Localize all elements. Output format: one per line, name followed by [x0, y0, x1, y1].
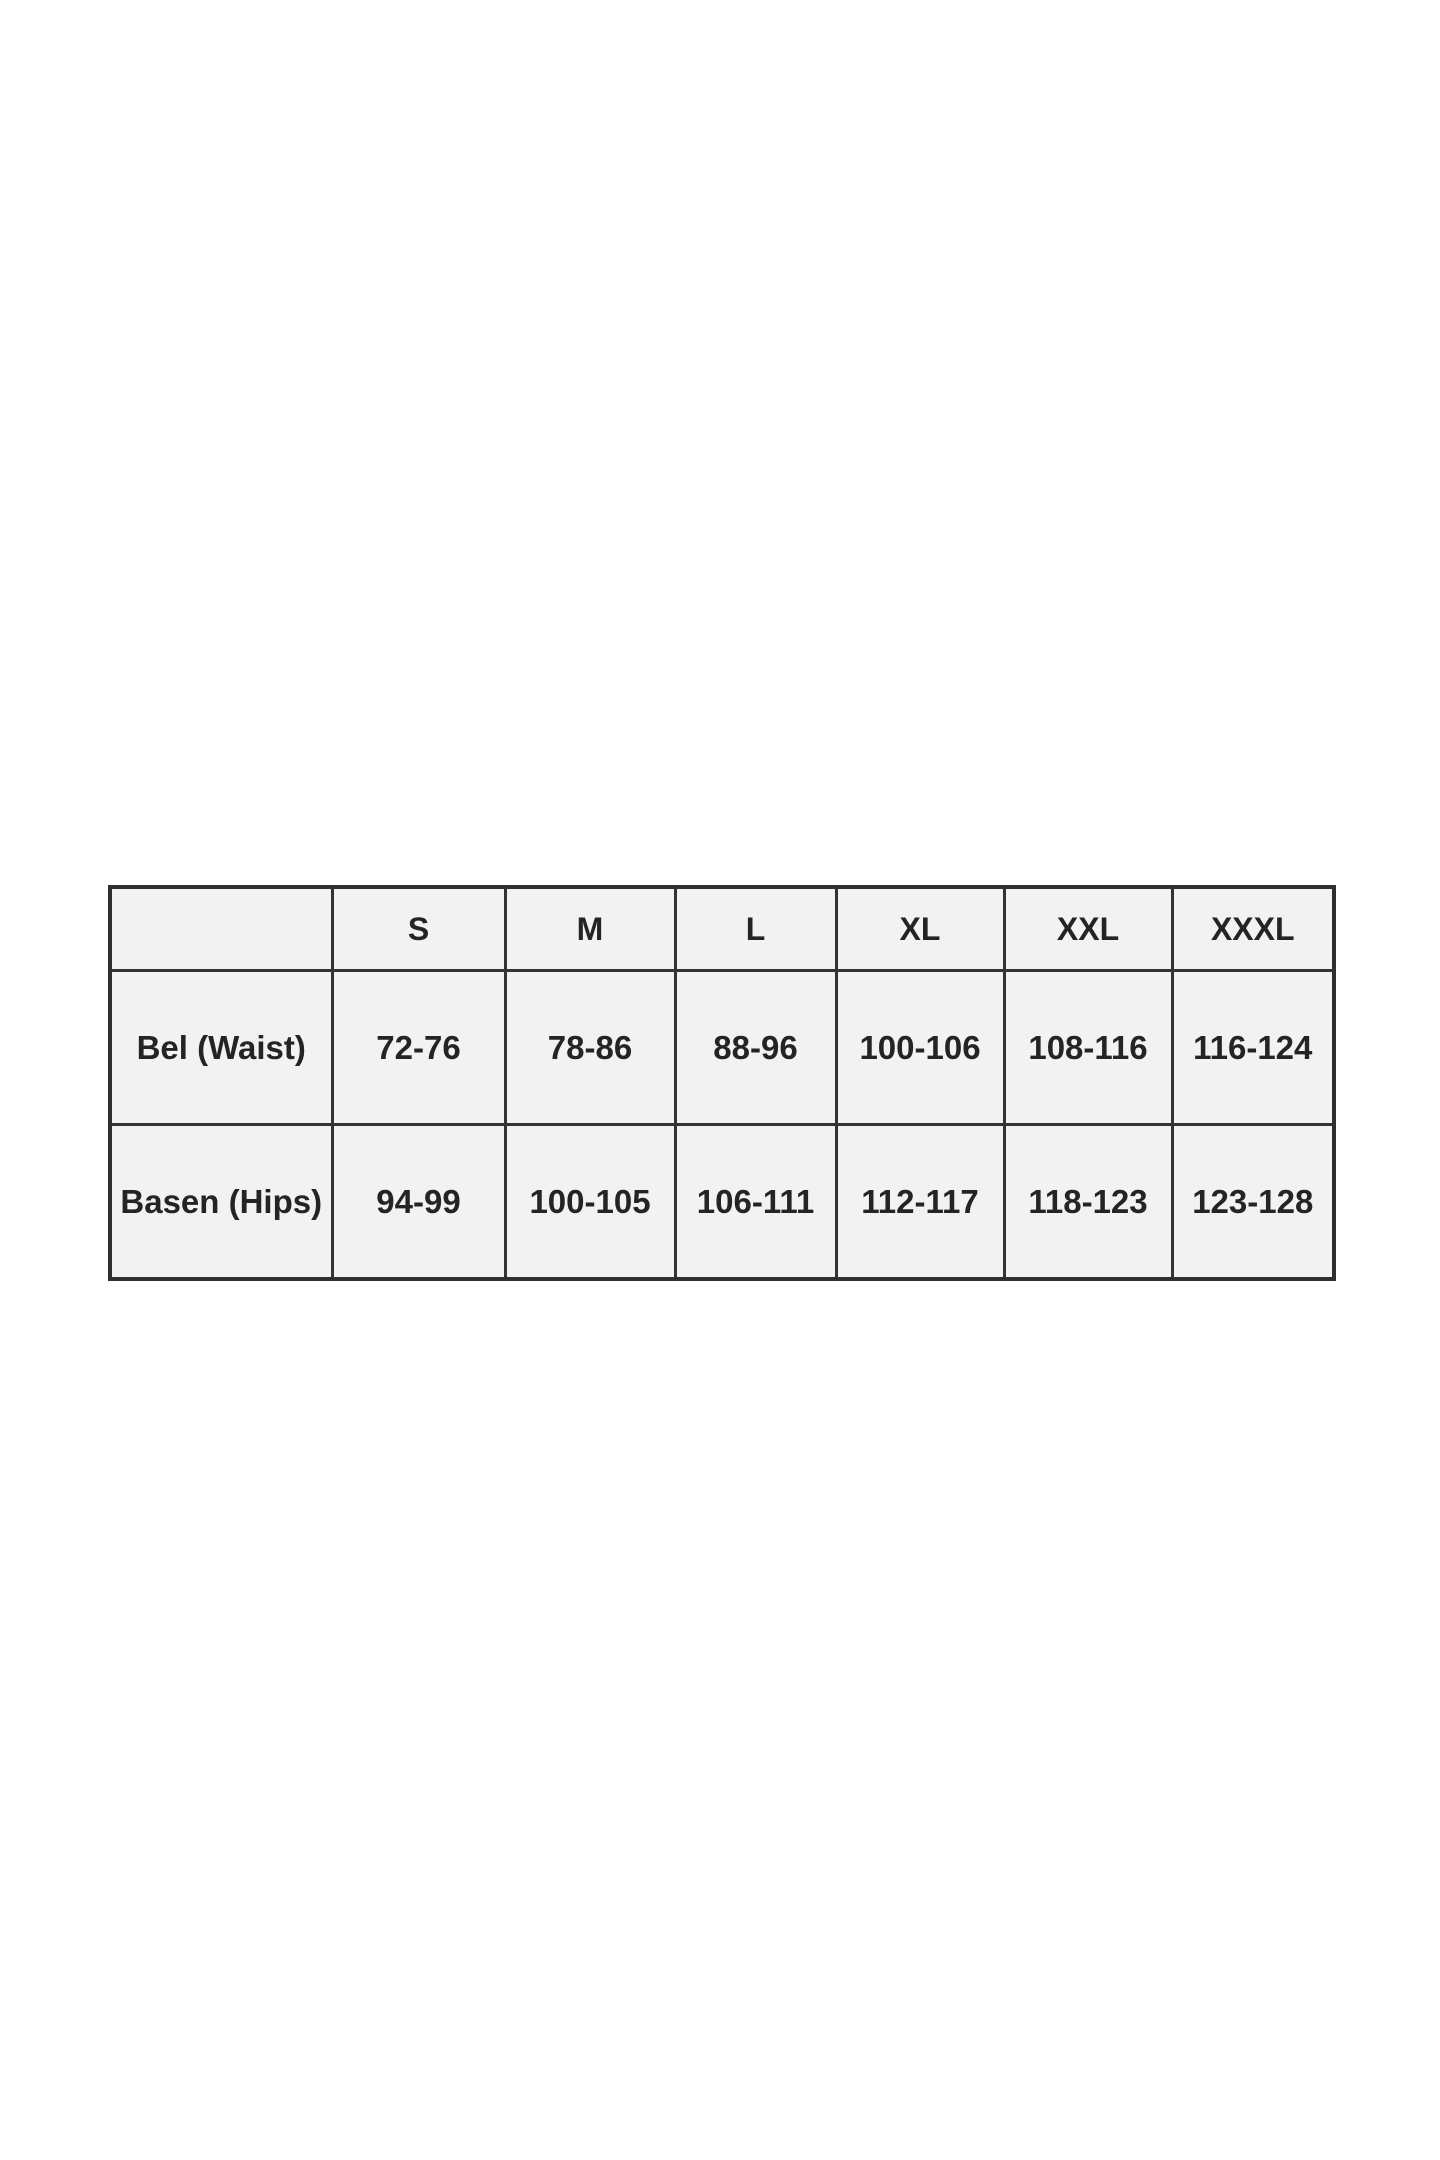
header-cell-l: L: [673, 885, 838, 972]
header-cell-m: M: [503, 885, 677, 972]
size-chart-table: S M L XL XXL XXXL Bel (Waist) 72-76 78-8…: [108, 885, 1336, 1281]
waist-value-xxl: 108-116: [1002, 969, 1174, 1126]
waist-value-xl: 100-106: [834, 969, 1006, 1126]
waist-value-s: 72-76: [330, 969, 507, 1126]
table-row-waist: Bel (Waist) 72-76 78-86 88-96 100-106 10…: [108, 969, 1336, 1126]
hips-value-s: 94-99: [330, 1123, 507, 1281]
hips-value-xxxl: 123-128: [1170, 1123, 1336, 1281]
row-label-waist: Bel (Waist): [108, 969, 334, 1126]
corner-cell: [108, 885, 334, 972]
header-cell-xxl: XXL: [1002, 885, 1174, 972]
waist-value-xxxl: 116-124: [1170, 969, 1336, 1126]
row-label-hips: Basen (Hips): [108, 1123, 334, 1281]
header-cell-xl: XL: [834, 885, 1006, 972]
header-cell-s: S: [330, 885, 507, 972]
waist-value-m: 78-86: [503, 969, 677, 1126]
header-row: S M L XL XXL XXXL: [108, 885, 1336, 972]
waist-value-l: 88-96: [673, 969, 838, 1126]
table-row-hips: Basen (Hips) 94-99 100-105 106-111 112-1…: [108, 1123, 1336, 1281]
header-cell-xxxl: XXXL: [1170, 885, 1336, 972]
hips-value-l: 106-111: [673, 1123, 838, 1281]
hips-value-xxl: 118-123: [1002, 1123, 1174, 1281]
hips-value-m: 100-105: [503, 1123, 677, 1281]
hips-value-xl: 112-117: [834, 1123, 1006, 1281]
